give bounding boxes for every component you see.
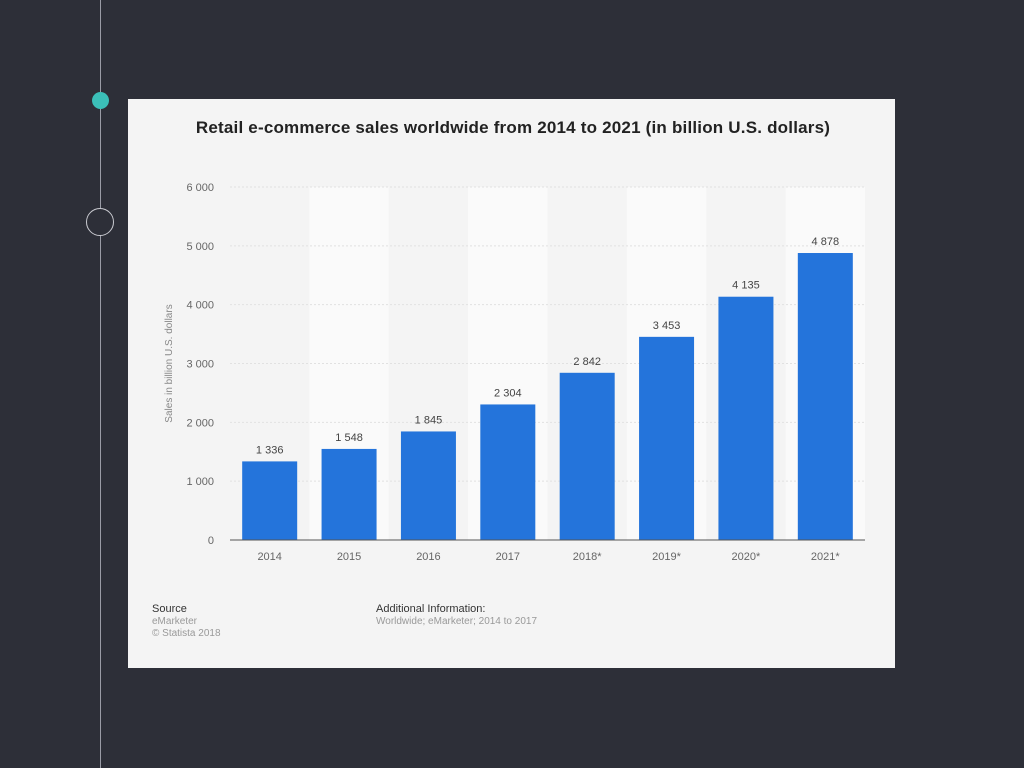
- y-tick-label: 3 000: [186, 359, 214, 371]
- x-tick-label: 2017: [496, 551, 520, 563]
- y-axis-label: Sales in billion U.S. dollars: [164, 304, 175, 422]
- source-block: Source eMarketer © Statista 2018: [152, 603, 221, 640]
- timeline-ring[interactable]: [86, 208, 114, 236]
- data-label: 2 842: [573, 356, 601, 368]
- bar: [718, 296, 774, 540]
- bar: [559, 372, 615, 540]
- y-tick-label: 1 000: [186, 476, 214, 488]
- data-label: 1 845: [415, 414, 443, 426]
- y-tick-label: 6 000: [186, 182, 214, 194]
- data-label: 4 135: [732, 280, 760, 292]
- bar: [321, 448, 377, 540]
- x-tick-label: 2021*: [811, 551, 840, 563]
- y-tick-label: 0: [208, 535, 214, 547]
- timeline-line: [100, 0, 101, 768]
- y-tick-label: 5 000: [186, 241, 214, 253]
- y-tick-label: 2 000: [186, 417, 214, 429]
- bar: [480, 404, 536, 540]
- x-tick-label: 2014: [257, 551, 281, 563]
- y-tick-label: 4 000: [186, 300, 214, 312]
- data-label: 3 453: [653, 320, 681, 332]
- source-line-1: eMarketer: [152, 616, 198, 627]
- bar: [242, 461, 298, 540]
- bar: [400, 431, 456, 540]
- timeline-active-dot[interactable]: [92, 92, 109, 109]
- x-tick-label: 2015: [337, 551, 361, 563]
- chart-title: Retail e-commerce sales worldwide from 2…: [195, 118, 831, 137]
- x-tick-label: 2019*: [652, 551, 681, 563]
- chart-card: Retail e-commerce sales worldwide from 2…: [128, 99, 895, 668]
- data-label: 1 336: [256, 444, 284, 456]
- bar: [797, 253, 853, 541]
- x-tick-label: 2018*: [573, 551, 602, 563]
- source-label: Source: [152, 603, 187, 615]
- data-label: 4 878: [812, 236, 840, 248]
- x-tick-label: 2016: [416, 551, 440, 563]
- x-tick-label: 2020*: [732, 551, 761, 563]
- additional-info-block: Additional Information: Worldwide; eMark…: [376, 603, 537, 628]
- bar-chart: 0 1 000 2 000 3 000 4 000 5 000 6 000 Sales in …: [164, 182, 865, 563]
- additional-info-label: Additional Information:: [376, 603, 486, 615]
- additional-info-text: Worldwide; eMarketer; 2014 to 2017: [376, 616, 538, 627]
- bar: [639, 336, 695, 540]
- data-label: 2 304: [494, 387, 522, 399]
- data-label: 1 548: [335, 432, 363, 444]
- source-line-2: © Statista 2018: [152, 628, 221, 639]
